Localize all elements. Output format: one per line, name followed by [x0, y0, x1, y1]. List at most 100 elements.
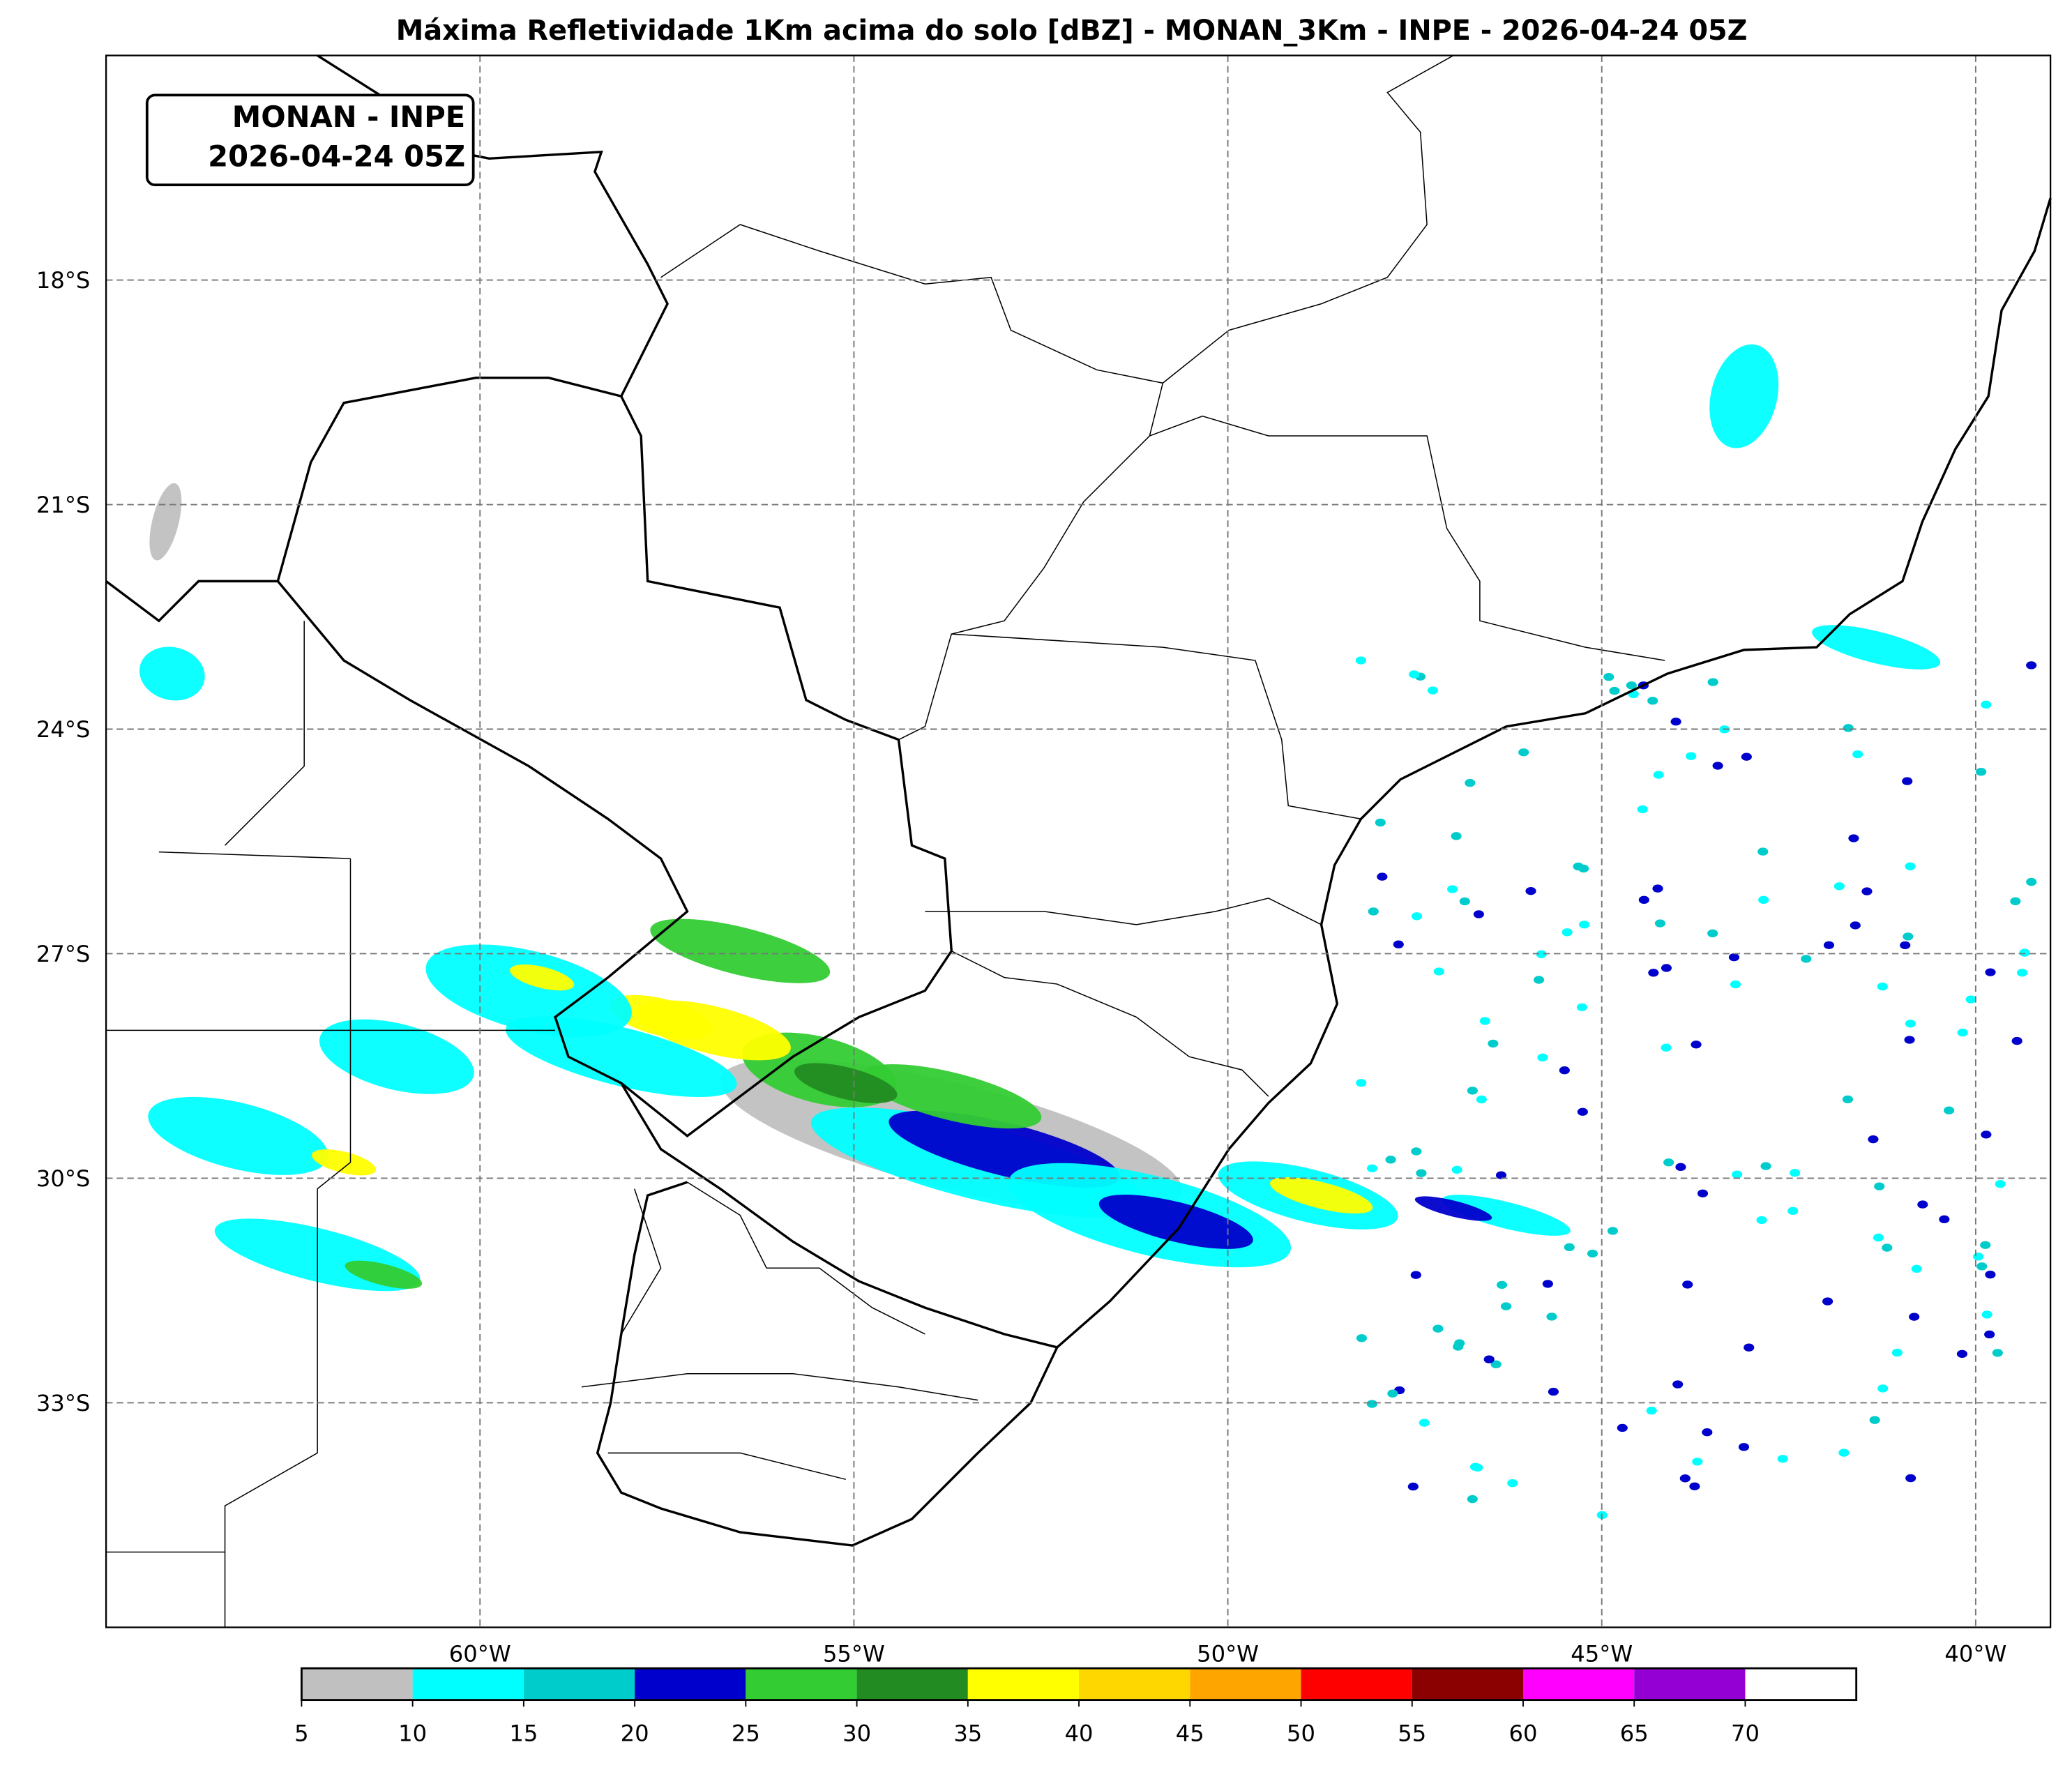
echo: [1939, 1215, 1950, 1224]
echo: [1465, 778, 1476, 787]
colorbar-swatch: [1190, 1668, 1301, 1700]
colorbar: 5 10 15 20 25 30 35 40 45 50 55 60 65 70: [294, 1667, 1858, 1746]
echo: [1868, 1135, 1879, 1144]
echo: [1787, 1207, 1799, 1216]
echo: [1603, 672, 1615, 681]
echo: [1981, 1130, 1992, 1139]
echo: [1495, 1171, 1507, 1179]
country-border: [620, 1082, 1058, 1349]
echo: [1707, 678, 1718, 686]
echo: [1981, 1310, 1992, 1319]
x-tick-label: 55°W: [823, 1641, 885, 1667]
echo: [1467, 1495, 1478, 1504]
echo: [1976, 767, 1987, 776]
echo: [1882, 1243, 1893, 1252]
echo: [139, 646, 205, 701]
echo: [1537, 1053, 1548, 1062]
echo: [1777, 1455, 1788, 1463]
echo: [1873, 1233, 1884, 1242]
echo: [1356, 1079, 1367, 1087]
echo: [1812, 625, 1941, 670]
echo: [1712, 762, 1723, 770]
echo: [1653, 771, 1664, 779]
echo: [1411, 912, 1423, 921]
echo: [1984, 1330, 1995, 1339]
colorbar-label: 25: [732, 1720, 760, 1746]
echo: [1672, 1380, 1684, 1389]
echo: [1675, 1163, 1686, 1172]
echo: [1548, 1387, 1559, 1396]
colorbar-swatch: [1634, 1668, 1746, 1700]
echo: [2011, 1036, 2022, 1045]
echo: [1479, 1017, 1490, 1025]
y-tick-label: 18°S: [36, 267, 90, 294]
echo: [1909, 1313, 1920, 1321]
state-border: [660, 54, 1665, 1097]
echo: [1459, 897, 1470, 906]
echo: [1387, 1389, 1398, 1398]
echo: [1838, 1448, 1850, 1457]
colorbar-label: 10: [398, 1720, 427, 1746]
echo: [1576, 1003, 1588, 1011]
y-tick-label: 27°S: [36, 941, 90, 967]
colorbar-swatch: [1079, 1668, 1190, 1700]
echo: [1654, 919, 1666, 928]
x-tick-label: 50°W: [1197, 1641, 1259, 1667]
echo: [1869, 1416, 1880, 1424]
echo: [1536, 950, 1547, 958]
echo: [1446, 885, 1458, 893]
echo: [1451, 1165, 1462, 1174]
echo: [1843, 724, 1854, 732]
map-frame: [105, 54, 2052, 1628]
badge-line: MONAN - INPE: [232, 100, 465, 134]
colorbar-label: 70: [1731, 1720, 1760, 1746]
echo: [1377, 872, 1388, 881]
map-background: [106, 55, 2051, 1628]
echo: [1626, 681, 1637, 690]
colorbar-label: 50: [1287, 1720, 1315, 1746]
echo: [1542, 1280, 1553, 1288]
echo: [1900, 941, 1911, 950]
echo: [1911, 1264, 1922, 1273]
echo: [794, 1063, 898, 1103]
echo: [1848, 834, 1859, 842]
echo: [1534, 976, 1545, 984]
echo: [1410, 1271, 1421, 1279]
badge-box: [145, 93, 475, 187]
y-tick-label: 30°S: [36, 1165, 90, 1192]
echo: [1366, 1164, 1378, 1172]
echo: [1647, 697, 1658, 705]
echo: [1355, 656, 1367, 665]
echo: [1679, 1474, 1691, 1483]
echo: [1874, 1182, 1885, 1190]
y-tick-label: 21°S: [36, 492, 90, 518]
echo: [1905, 1020, 1916, 1028]
echo: [1757, 847, 1769, 856]
echo: [1709, 344, 1779, 448]
echo: [1861, 887, 1873, 895]
echo: [1702, 1428, 1713, 1437]
echo: [1833, 882, 1845, 891]
echo: [319, 1019, 474, 1094]
y-tick-label: 24°S: [36, 716, 90, 743]
echo: [1607, 1227, 1619, 1235]
echo: [1686, 752, 1697, 760]
echo: [1472, 1463, 1483, 1472]
x-tick-label: 60°W: [449, 1641, 511, 1667]
colorbar-label: 30: [842, 1720, 871, 1746]
echo: [1905, 862, 1916, 870]
echo: [1842, 1095, 1854, 1104]
echo: [1981, 700, 1992, 709]
echo: [2010, 897, 2021, 905]
echo: [1744, 1343, 1755, 1352]
colorbar-swatch: [1745, 1668, 1857, 1700]
echo: [2026, 877, 2037, 886]
echo: [1419, 1419, 1430, 1427]
echo: [425, 944, 632, 1037]
echo: [1728, 953, 1740, 962]
colorbar-label: 65: [1620, 1720, 1649, 1746]
echo: [1432, 1324, 1444, 1333]
country-border: [276, 376, 622, 582]
echo: [1490, 1360, 1502, 1369]
echo: [345, 1260, 423, 1289]
